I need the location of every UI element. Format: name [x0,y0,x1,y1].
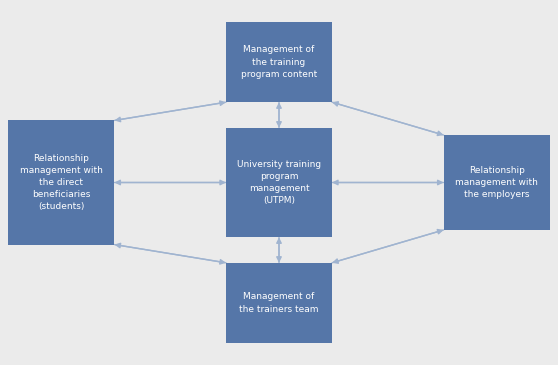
FancyBboxPatch shape [444,135,550,230]
Text: Management of
the trainers team: Management of the trainers team [239,292,319,314]
FancyBboxPatch shape [226,22,332,102]
FancyBboxPatch shape [8,120,114,245]
Text: Management of
the training
program content: Management of the training program conte… [241,45,317,79]
Text: Relationship
management with
the employers: Relationship management with the employe… [455,166,538,199]
Text: Relationship
management with
the direct
beneficiaries
(students): Relationship management with the direct … [20,154,103,211]
FancyBboxPatch shape [226,263,332,343]
Text: University training
program
management
(UTPM): University training program management (… [237,160,321,205]
FancyBboxPatch shape [226,128,332,237]
